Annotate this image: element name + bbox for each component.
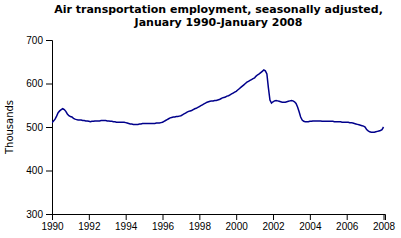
tick-mark — [236, 214, 237, 220]
tick-label: 1998 — [189, 221, 212, 232]
y-axis-title: Thousands — [4, 100, 15, 155]
tick-label: 500 — [26, 122, 43, 133]
tick-mark — [347, 214, 348, 220]
tick: 1990 — [41, 214, 64, 232]
tick-label: 1994 — [115, 221, 138, 232]
tick-label: 400 — [26, 165, 43, 176]
tick: 2008 — [373, 214, 396, 232]
tick-label: 1996 — [152, 221, 175, 232]
x-axis: 1990 1992 1994 1996 1998 2000 2002 2004 2006 2008 — [41, 214, 395, 232]
tick-label: 1990 — [41, 221, 64, 232]
chart: Air transportation employment, seasonall… — [0, 0, 401, 238]
tick-label: 2000 — [226, 221, 249, 232]
tick: 400 — [26, 165, 52, 176]
tick-label: 2006 — [336, 221, 359, 232]
tick: 1996 — [152, 214, 175, 232]
tick-mark — [384, 214, 385, 220]
tick: 600 — [26, 78, 52, 89]
title: Air transportation employment, seasonall… — [54, 3, 383, 29]
y-axis: 300 400 500 600 700 — [26, 35, 52, 220]
plot-area — [52, 70, 384, 132]
tick-mark — [310, 214, 311, 220]
tick: 2000 — [226, 214, 249, 232]
tick-mark — [46, 84, 52, 85]
tick: 1998 — [189, 214, 212, 232]
tick-mark — [46, 214, 52, 215]
tick: 2006 — [336, 214, 359, 232]
tick-mark — [46, 40, 52, 41]
tick: 2002 — [262, 214, 285, 232]
tick-mark — [199, 214, 200, 220]
tick: 1994 — [115, 214, 138, 232]
tick: 2004 — [299, 214, 322, 232]
tick: 300 — [26, 209, 52, 220]
axis-line — [46, 41, 53, 215]
tick-mark — [273, 214, 274, 220]
tick-label: 600 — [26, 78, 43, 89]
tick-label: 2002 — [262, 221, 285, 232]
tick: 700 — [26, 35, 52, 46]
tick: 1992 — [78, 214, 101, 232]
axis-line — [53, 215, 386, 221]
line — [52, 70, 384, 132]
tick-label: 2004 — [299, 221, 322, 232]
tick-label: 2008 — [373, 221, 396, 232]
tick-label: 700 — [26, 35, 43, 46]
tick-mark — [46, 171, 52, 172]
tick-mark — [89, 214, 90, 220]
tick: 500 — [26, 122, 52, 133]
tick-mark — [163, 214, 164, 220]
tick-label: 300 — [26, 209, 43, 220]
tick-mark — [126, 214, 127, 220]
tick-mark — [46, 127, 52, 128]
tick-label: 1992 — [78, 221, 101, 232]
